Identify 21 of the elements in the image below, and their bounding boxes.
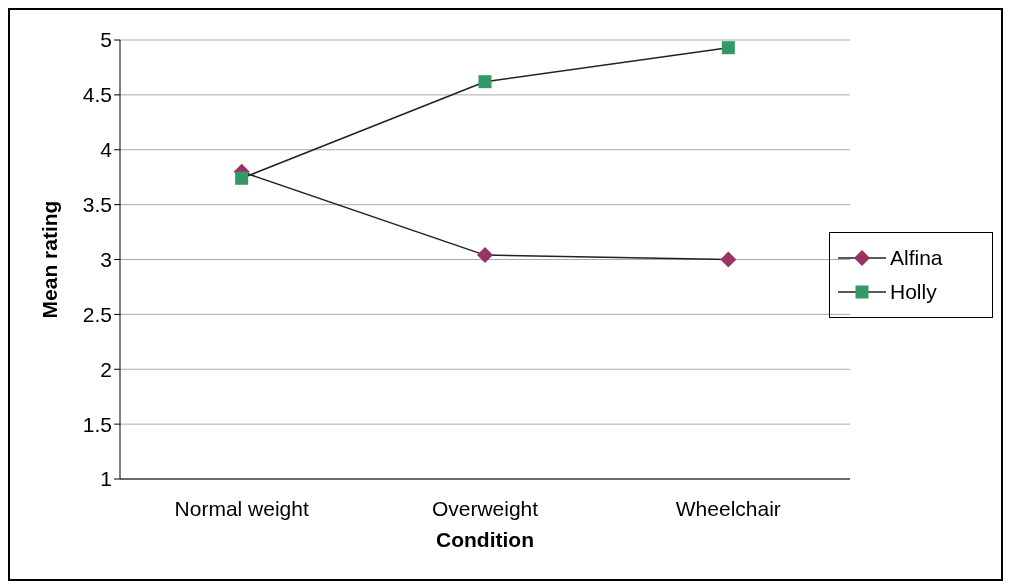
y-tick-label: 5 bbox=[100, 28, 112, 52]
point bbox=[721, 41, 735, 55]
point bbox=[720, 251, 737, 268]
y-tick-label: 2.5 bbox=[82, 302, 112, 326]
y-axis-title: Mean rating bbox=[38, 200, 62, 319]
y-tick-label: 1.5 bbox=[82, 412, 112, 436]
point bbox=[478, 75, 492, 89]
x-axis-title: Condition bbox=[436, 528, 534, 551]
y-tick-label: 4 bbox=[100, 138, 113, 162]
y-tick-label: 2 bbox=[100, 357, 112, 381]
y-tick-label: 4.5 bbox=[82, 83, 112, 107]
point bbox=[477, 247, 493, 264]
y-tick-label: 1 bbox=[100, 467, 112, 491]
x-tick-label: Overweight bbox=[431, 496, 539, 520]
point bbox=[235, 171, 249, 185]
y-tick-label: 3.5 bbox=[82, 193, 112, 217]
legend-label: Holly bbox=[890, 280, 937, 304]
y-tick-label: 3 bbox=[100, 247, 112, 271]
x-tick-label: Wheelchair bbox=[675, 496, 781, 520]
x-tick-label: Normal weight bbox=[174, 496, 309, 520]
legend-label: Alfina bbox=[890, 246, 943, 270]
